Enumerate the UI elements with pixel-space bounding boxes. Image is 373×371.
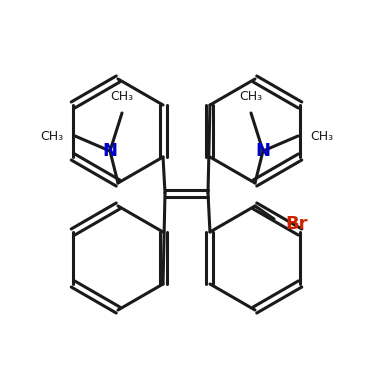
Text: N: N bbox=[256, 142, 270, 160]
Text: CH₃: CH₃ bbox=[110, 90, 134, 103]
Text: N: N bbox=[103, 142, 117, 160]
Text: CH₃: CH₃ bbox=[239, 90, 263, 103]
Text: CH₃: CH₃ bbox=[310, 129, 333, 142]
Text: Br: Br bbox=[285, 215, 307, 233]
Text: CH₃: CH₃ bbox=[40, 129, 63, 142]
